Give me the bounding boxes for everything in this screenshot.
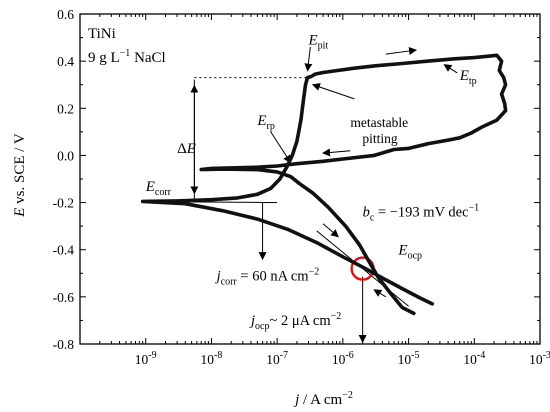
e-tp-label: Etp <box>459 68 477 87</box>
x-tick-label: 10-9 <box>135 350 157 367</box>
x-tick-label: 10-7 <box>266 350 288 367</box>
x-tick-label: 10-5 <box>398 350 420 367</box>
y-tick-label: -0.8 <box>53 337 75 352</box>
tafel-slope-label: bc = −193 mV dec−1 <box>363 203 480 224</box>
j-ocp-label: jocp~ 2 μA cm−2 <box>249 311 341 332</box>
annotations: TiNi 9 g L−1 NaCl Epit Etp Erp Ecorr Eocp ΔE met… <box>88 26 479 332</box>
metastable-pointer <box>311 83 355 100</box>
material-label: TiNi <box>88 26 116 42</box>
x-tick-label: 10-6 <box>332 350 354 367</box>
x-tick-label: 10-8 <box>201 350 223 367</box>
e-pit-pointer <box>304 46 313 72</box>
e-corr-label: Ecorr <box>145 179 172 198</box>
scan-direction-arrow-return <box>322 148 351 157</box>
x-tick-label: 10-4 <box>463 350 485 367</box>
e-pit-label: Epit <box>307 33 328 52</box>
scan-direction-arrow-ocp <box>373 289 387 298</box>
x-axis: 10-9 10-8 10-7 10-6 10-5 10-4 10-3 <box>79 14 550 367</box>
x-axis-title: j / A cm−2 <box>293 390 353 408</box>
e-ocp-label: Eocp <box>397 242 422 261</box>
polarization-curve <box>140 53 508 316</box>
x-tick-label: 10-3 <box>529 350 550 367</box>
y-tick-label: 0.0 <box>57 148 74 163</box>
data-series <box>140 53 508 316</box>
concentration-label: 9 g L−1 NaCl <box>88 48 166 66</box>
delta-e-label: ΔE <box>177 141 196 157</box>
y-tick-label: 0.6 <box>57 7 74 22</box>
scan-direction-arrow-forward <box>385 47 418 55</box>
e-tp-pointer <box>443 64 458 74</box>
y-axis: 0.6 0.4 0.2 0.0 -0.2 -0.4 -0.6 -0.8 <box>53 7 540 352</box>
tafel-extrapolation-line <box>185 201 278 204</box>
y-axis-title: E vs. SCE / V <box>12 133 28 218</box>
e-rp-label: Erp <box>256 113 275 132</box>
y-tick-label: 0.2 <box>57 101 74 116</box>
y-tick-label: -0.4 <box>53 243 75 258</box>
pitting-label: pitting <box>362 131 398 146</box>
y-tick-label: 0.4 <box>57 54 74 69</box>
y-tick-label: -0.6 <box>53 290 75 305</box>
scan-direction-arrow-cathodic <box>322 223 339 238</box>
metastable-label: metastable <box>350 115 408 130</box>
y-tick-label: -0.2 <box>53 196 74 211</box>
j-corr-label: jcorr = 60 nA cm−2 <box>215 266 320 287</box>
e-rp-pointer <box>270 131 292 164</box>
